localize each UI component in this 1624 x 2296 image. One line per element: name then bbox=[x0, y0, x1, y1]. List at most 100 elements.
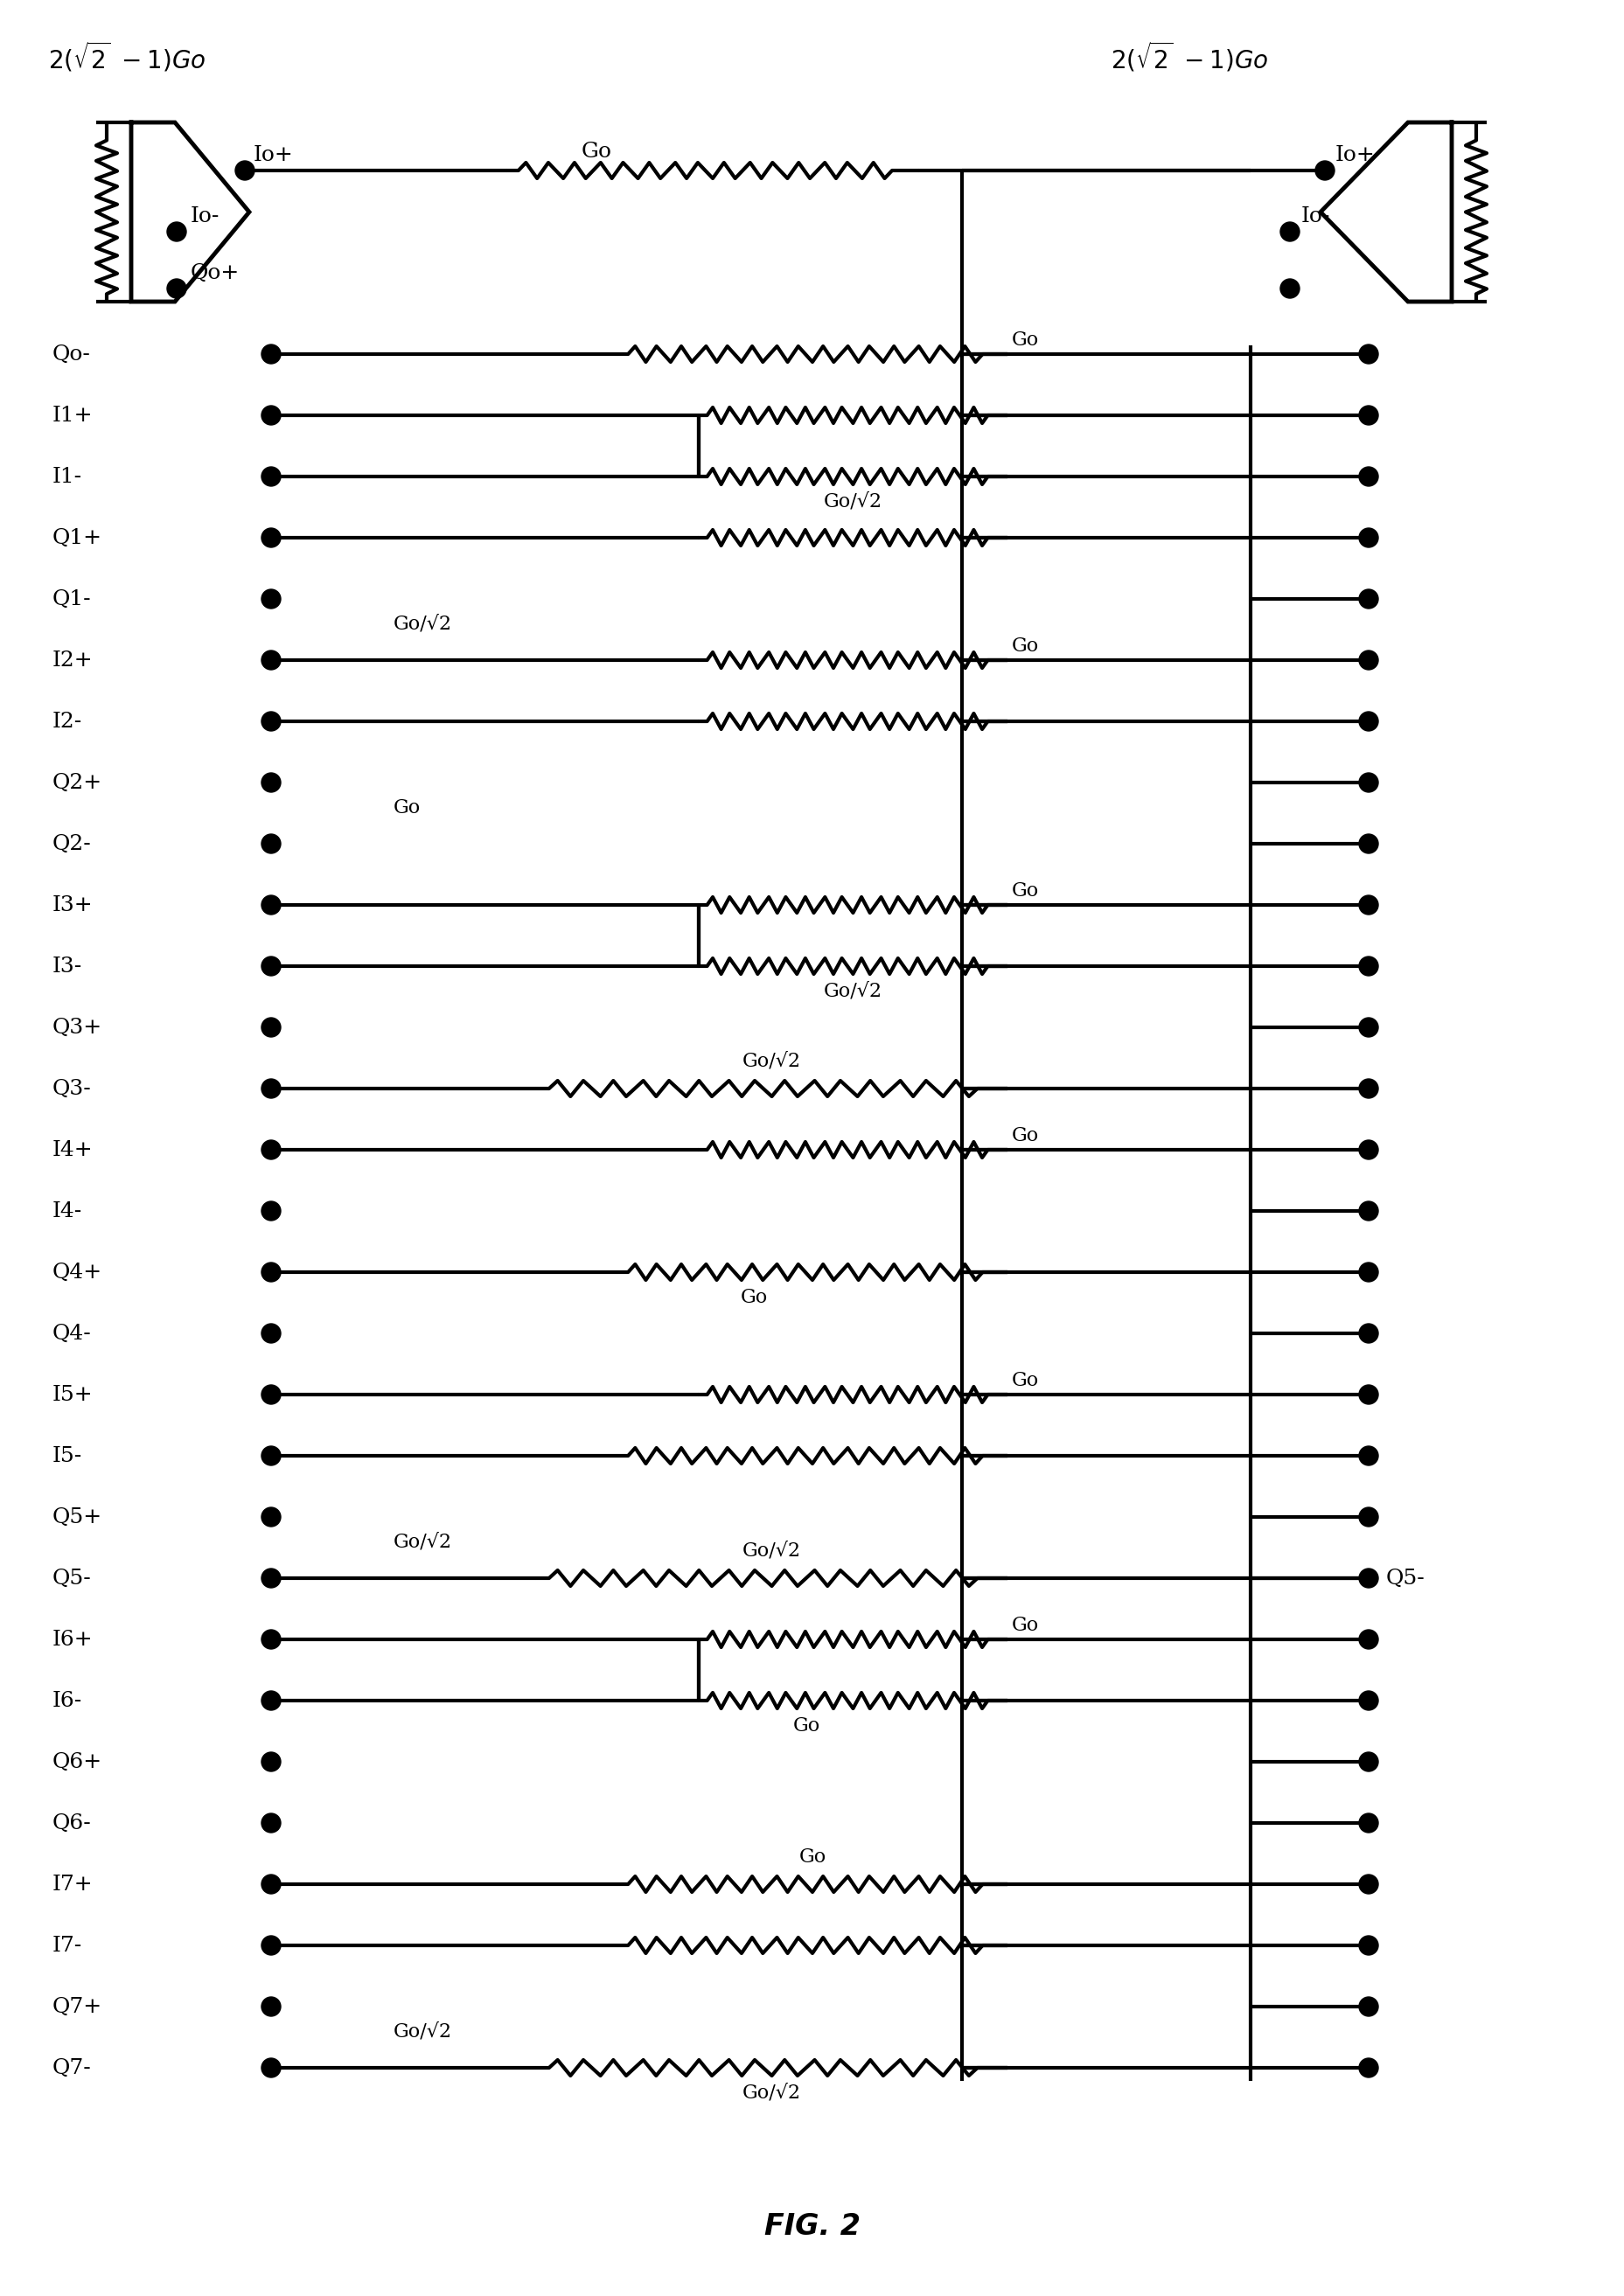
Circle shape bbox=[1358, 957, 1377, 976]
Text: Go/√2: Go/√2 bbox=[742, 2082, 801, 2103]
Circle shape bbox=[1358, 895, 1377, 914]
Circle shape bbox=[261, 1384, 281, 1405]
Circle shape bbox=[1358, 406, 1377, 425]
Text: Qo+: Qo+ bbox=[190, 262, 240, 282]
Text: Go/√2: Go/√2 bbox=[393, 1534, 451, 1552]
Text: Go: Go bbox=[793, 1717, 820, 1736]
Text: Go: Go bbox=[1012, 1616, 1039, 1635]
Circle shape bbox=[261, 833, 281, 854]
Text: I3-: I3- bbox=[52, 955, 83, 976]
Text: Q3-: Q3- bbox=[52, 1079, 91, 1097]
Circle shape bbox=[261, 2057, 281, 2078]
Circle shape bbox=[1358, 344, 1377, 363]
Circle shape bbox=[261, 774, 281, 792]
Circle shape bbox=[1358, 590, 1377, 608]
Text: Go: Go bbox=[393, 799, 421, 817]
Text: Q2+: Q2+ bbox=[52, 771, 102, 792]
Circle shape bbox=[261, 590, 281, 608]
Text: Q4+: Q4+ bbox=[52, 1263, 102, 1281]
Text: Go: Go bbox=[1012, 1125, 1039, 1146]
Text: Io-: Io- bbox=[1301, 207, 1330, 225]
Text: Q5+: Q5+ bbox=[52, 1506, 102, 1527]
Text: Q2-: Q2- bbox=[52, 833, 91, 854]
Circle shape bbox=[1358, 1201, 1377, 1221]
Circle shape bbox=[261, 1874, 281, 1894]
Text: I4-: I4- bbox=[52, 1201, 83, 1221]
Text: Q6+: Q6+ bbox=[52, 1752, 102, 1773]
Circle shape bbox=[1358, 1384, 1377, 1405]
Text: Go: Go bbox=[581, 142, 612, 161]
Circle shape bbox=[1358, 1998, 1377, 2016]
Text: Io+: Io+ bbox=[1335, 145, 1374, 165]
Circle shape bbox=[1358, 1017, 1377, 1038]
Circle shape bbox=[261, 344, 281, 363]
Circle shape bbox=[1358, 1752, 1377, 1773]
Text: I3+: I3+ bbox=[52, 895, 93, 916]
Text: Go/√2: Go/√2 bbox=[393, 615, 451, 634]
Text: I7+: I7+ bbox=[52, 1874, 93, 1894]
Text: Qo-: Qo- bbox=[52, 344, 91, 365]
Circle shape bbox=[1358, 1325, 1377, 1343]
Text: I7-: I7- bbox=[52, 1936, 83, 1956]
Text: Q7+: Q7+ bbox=[52, 1998, 102, 2016]
Circle shape bbox=[261, 1508, 281, 1527]
Circle shape bbox=[261, 1936, 281, 1954]
Text: Q1-: Q1- bbox=[52, 588, 91, 608]
Circle shape bbox=[261, 895, 281, 914]
Circle shape bbox=[1358, 1690, 1377, 1711]
Text: Io-: Io- bbox=[190, 207, 219, 225]
Text: Q1+: Q1+ bbox=[52, 528, 102, 549]
Circle shape bbox=[1358, 466, 1377, 487]
Circle shape bbox=[167, 223, 187, 241]
Text: Go: Go bbox=[799, 1848, 825, 1867]
Text: I2-: I2- bbox=[52, 712, 83, 732]
Circle shape bbox=[1358, 1508, 1377, 1527]
Circle shape bbox=[1280, 223, 1299, 241]
Text: Io+: Io+ bbox=[253, 145, 294, 165]
Text: Go/√2: Go/√2 bbox=[742, 1541, 801, 1561]
Circle shape bbox=[1358, 1814, 1377, 1832]
Text: Q7-: Q7- bbox=[52, 2057, 91, 2078]
Text: Q6-: Q6- bbox=[52, 1814, 91, 1832]
Circle shape bbox=[261, 1752, 281, 1773]
Circle shape bbox=[261, 466, 281, 487]
Text: I6+: I6+ bbox=[52, 1630, 93, 1649]
Circle shape bbox=[261, 1263, 281, 1281]
Text: Go: Go bbox=[741, 1288, 767, 1306]
Text: $2(\sqrt{2}\ -1)Go$: $2(\sqrt{2}\ -1)Go$ bbox=[49, 39, 206, 73]
Text: I5-: I5- bbox=[52, 1446, 83, 1465]
Text: Go/√2: Go/√2 bbox=[742, 1052, 801, 1070]
Circle shape bbox=[1358, 2057, 1377, 2078]
Circle shape bbox=[1358, 1141, 1377, 1159]
Text: I1-: I1- bbox=[52, 466, 83, 487]
Text: $2(\sqrt{2}\ -1)Go$: $2(\sqrt{2}\ -1)Go$ bbox=[1111, 39, 1268, 73]
Text: I2+: I2+ bbox=[52, 650, 93, 670]
Text: I6-: I6- bbox=[52, 1690, 83, 1711]
Circle shape bbox=[1358, 1936, 1377, 1954]
Circle shape bbox=[261, 528, 281, 546]
Circle shape bbox=[261, 406, 281, 425]
Circle shape bbox=[1358, 528, 1377, 546]
Text: I1+: I1+ bbox=[52, 406, 93, 425]
Text: Go/√2: Go/√2 bbox=[823, 491, 882, 512]
Circle shape bbox=[261, 1017, 281, 1038]
Text: Q5-: Q5- bbox=[1385, 1568, 1424, 1589]
Text: Q4-: Q4- bbox=[52, 1322, 91, 1343]
Circle shape bbox=[1358, 1874, 1377, 1894]
Circle shape bbox=[261, 1690, 281, 1711]
Circle shape bbox=[261, 1998, 281, 2016]
Circle shape bbox=[1358, 1446, 1377, 1465]
Text: Go: Go bbox=[1012, 1371, 1039, 1389]
Text: I5+: I5+ bbox=[52, 1384, 93, 1405]
Text: Go/√2: Go/√2 bbox=[823, 983, 882, 1001]
Circle shape bbox=[261, 1630, 281, 1649]
Circle shape bbox=[1358, 650, 1377, 670]
Text: Go: Go bbox=[1012, 331, 1039, 349]
Text: Go/√2: Go/√2 bbox=[393, 2023, 451, 2041]
Circle shape bbox=[261, 1325, 281, 1343]
Circle shape bbox=[261, 1079, 281, 1097]
Circle shape bbox=[261, 1446, 281, 1465]
Circle shape bbox=[1358, 833, 1377, 854]
Circle shape bbox=[261, 1141, 281, 1159]
Text: Q5-: Q5- bbox=[52, 1568, 91, 1589]
